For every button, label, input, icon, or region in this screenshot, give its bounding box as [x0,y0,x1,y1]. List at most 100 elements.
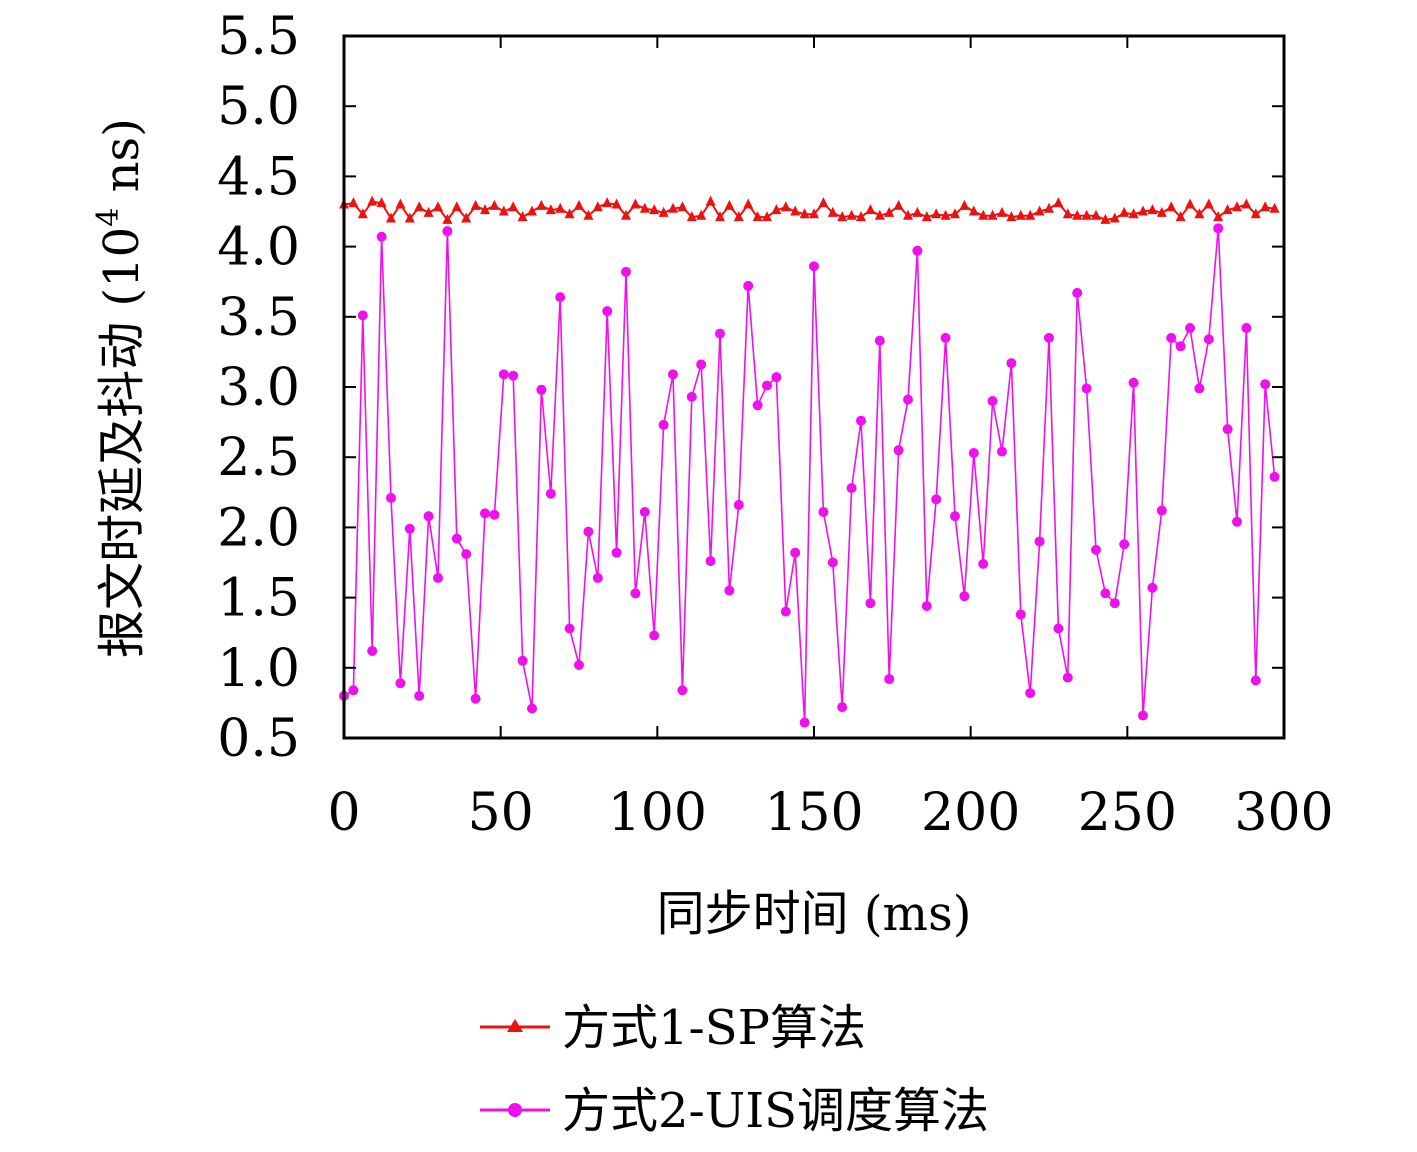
data-point-uis [733,499,744,510]
y-tick-label: 0.5 [217,709,300,769]
data-point-sp [950,208,960,219]
data-point-uis [743,280,754,291]
data-point-sp [1025,209,1036,220]
data-point-uis [865,598,876,609]
data-point-sp [1213,211,1224,222]
data-point-sp [1128,208,1139,219]
data-point-uis [677,685,688,696]
data-point-sp [508,201,519,212]
data-point-sp [404,212,415,223]
data-point-sp [997,206,1007,217]
data-point-uis [809,261,819,272]
data-point-uis [442,226,453,237]
data-point-uis [686,391,697,402]
data-point-uis [1260,379,1271,390]
data-point-uis [893,445,904,456]
data-point-uis [498,369,509,380]
data-point-sp [696,209,707,220]
data-point-sp [442,213,453,224]
data-point-sp [574,199,584,210]
data-point-sp [884,206,895,217]
data-point-uis [1203,334,1214,345]
data-point-uis [1081,383,1092,394]
data-point-uis [1034,536,1045,547]
data-point-sp [940,209,951,220]
data-point-sp [1091,209,1101,220]
data-point-sp [762,211,772,222]
data-point-uis [978,558,989,569]
data-point-sp [376,197,387,208]
data-point-sp [1034,205,1045,216]
data-point-sp [1147,204,1158,215]
data-point-uis [1232,516,1242,527]
y-axis-title-exponent: 4 [91,208,126,227]
data-point-sp [461,212,472,223]
data-point-uis [715,328,725,339]
data-point-uis [762,380,772,391]
data-point-sp [1015,209,1026,220]
data-point-uis [508,370,519,381]
data-point-uis [1166,332,1177,343]
data-point-uis [574,659,584,670]
data-point-sp [771,204,782,215]
data-point-sp [1100,213,1111,224]
legend-entry-uis: 方式2-UIS调度算法 [480,1083,989,1139]
data-point-uis [1119,539,1130,550]
data-point-uis [423,511,434,522]
legend: 方式1-SP算法 方式2-UIS调度算法 [480,1000,989,1139]
data-point-sp [686,211,697,222]
data-point-sp [987,209,998,220]
data-point-uis [1015,609,1026,620]
data-point-uis [1109,598,1120,609]
data-point-uis [1156,505,1167,516]
data-point-uis [1147,582,1158,593]
legend-triangle-icon-sp [507,1019,523,1032]
data-point-sp [837,211,848,222]
data-point-uis [1213,223,1224,234]
data-point-sp [348,197,359,208]
data-point-uis [376,231,387,242]
data-point-uis [433,572,443,583]
data-point-sp [621,209,631,220]
data-point-sp [780,201,791,212]
x-tick-label: 0 [327,783,360,843]
x-tick-label: 300 [1234,783,1333,843]
data-point-uis [649,630,660,641]
data-point-sp [743,198,754,209]
data-point-uis [527,703,537,714]
data-point-sp [1109,212,1120,223]
data-point-uis [451,533,462,544]
data-point-sp [733,211,744,222]
data-point-uis [696,359,707,370]
x-tick-label: 150 [764,783,863,843]
y-tick-label: 3.0 [217,358,300,418]
data-point-sp [602,197,613,208]
data-point-sp [1053,197,1064,208]
data-point-uis [1250,675,1261,686]
data-point-sp [921,211,932,222]
y-axis-title: 报文时延及抖动 (104 ns) [91,118,150,658]
data-point-sp [555,202,566,213]
data-point-sp [423,206,434,217]
data-point-uis [1044,332,1054,343]
data-point-uis [724,585,735,596]
data-point-uis [790,547,801,558]
data-point-sp [630,198,641,209]
data-point-uis [921,601,932,612]
data-point-sp [658,206,669,217]
data-point-sp [1222,204,1233,215]
data-point-sp [1156,206,1167,217]
data-point-sp [874,209,885,220]
legend-entry-sp: 方式1-SP算法 [480,1000,866,1056]
legend-label-uis: 方式2-UIS调度算法 [562,1083,989,1139]
data-point-uis [386,492,396,503]
x-tick-label: 50 [468,783,534,843]
y-tick-label: 4.5 [217,147,300,207]
y-tick-label: 1.0 [217,639,300,699]
data-point-uis [884,674,895,685]
data-point-uis [903,394,913,405]
data-point-uis [780,606,791,617]
y-axis-title-main: 报文时延及抖动 (10 [94,227,150,658]
data-point-sp [517,211,528,222]
data-point-sp [978,209,989,220]
